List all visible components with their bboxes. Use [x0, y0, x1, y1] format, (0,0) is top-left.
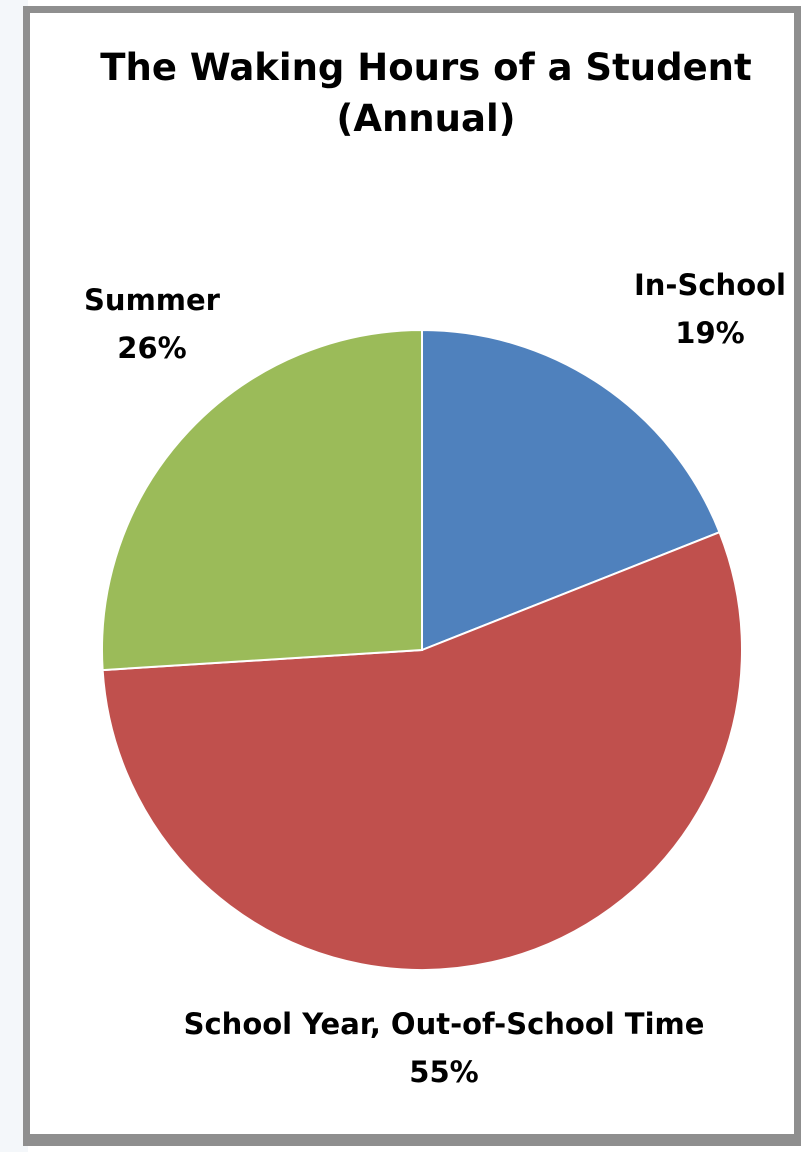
- label-in-school-category: In-School: [634, 268, 786, 302]
- label-school-year-out-of-school-value: 55%: [409, 1055, 478, 1089]
- chart-frame: The Waking Hours of a Student (Annual) I…: [23, 6, 801, 1146]
- chart-title: The Waking Hours of a Student (Annual): [100, 46, 751, 140]
- chart-subtitle: (Annual): [336, 97, 515, 140]
- pie-chart: The Waking Hours of a Student (Annual) I…: [84, 46, 786, 1089]
- label-summer-value: 26%: [117, 331, 186, 365]
- slice-summer: [101, 328, 423, 672]
- pie-data-labels: In-School 19% School Year, Out-of-School T…: [84, 268, 786, 1089]
- label-summer-category: Summer: [84, 283, 221, 317]
- pie-slices: [101, 328, 743, 971]
- slice-in-school: [421, 328, 721, 652]
- chart-title-line-1: The Waking Hours of a Student: [100, 46, 751, 89]
- label-in-school-value: 19%: [675, 316, 744, 350]
- slice-school-year-out-of-school: [101, 530, 743, 971]
- label-school-year-out-of-school-category: School Year, Out-of-School Time: [184, 1007, 705, 1041]
